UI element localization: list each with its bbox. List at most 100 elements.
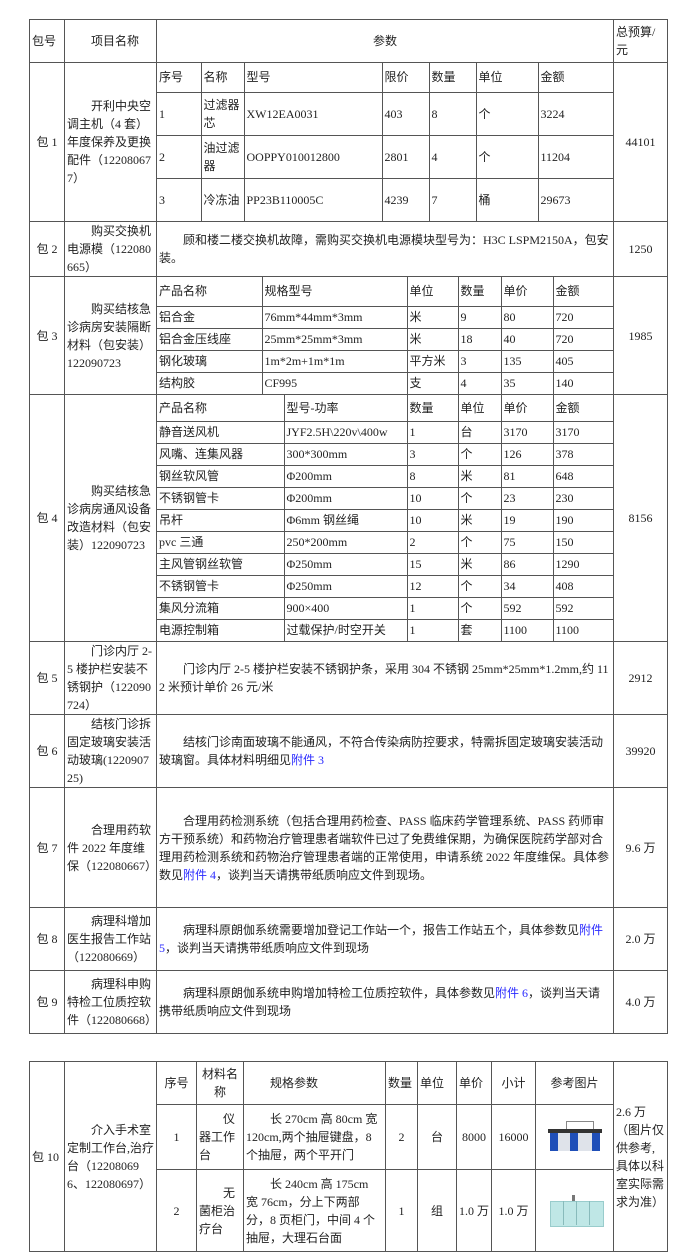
description-text: 结核门诊南面玻璃不能通风，不符合传染病防控要求，特需拆固定玻璃安装活动玻璃窗。具… bbox=[159, 735, 604, 767]
item-cell: 台 bbox=[458, 421, 502, 444]
item-cell: 结构胶 bbox=[157, 372, 263, 394]
col-header: 数量 bbox=[385, 1061, 418, 1105]
description: 顾和楼二楼交换机故障，需购买交换机电源模块型号为：H3C LSPM2150A，包… bbox=[156, 221, 614, 277]
item-cell: 18 bbox=[458, 328, 502, 351]
item-cell: 2801 bbox=[382, 135, 430, 179]
item-cell: 1290 bbox=[553, 553, 613, 576]
item-cell: 铝合金 bbox=[157, 306, 263, 329]
item-cell: 3170 bbox=[553, 421, 613, 444]
item-cell: 个 bbox=[458, 531, 502, 554]
item-cell: 3 bbox=[407, 443, 459, 466]
attachment-link[interactable]: 附件 3 bbox=[291, 753, 325, 767]
item-cell: 不锈钢管卡 bbox=[157, 575, 285, 598]
item-cell: 592 bbox=[553, 597, 613, 620]
item-row: 不锈钢管卡 Φ200mm 10 个 23 230 bbox=[157, 487, 613, 510]
project-name: 购买结核急诊病房安装隔断材料（包安装）122090723 bbox=[64, 276, 157, 395]
project-name: 病理科增加医生报告工作站（122080669） bbox=[64, 907, 157, 971]
item-cell: 1m*2m+1m*1m bbox=[262, 350, 408, 373]
item-cell: pvc 三通 bbox=[157, 531, 285, 554]
items-header-row: 序号 名称 型号 限价 数量 单位 金额 bbox=[157, 63, 613, 93]
item-cell: 吊杆 bbox=[157, 509, 285, 532]
item-cell: 不锈钢管卡 bbox=[157, 487, 285, 510]
package-id: 包 3 bbox=[29, 276, 65, 395]
item-cell: 个 bbox=[476, 135, 539, 179]
item-row: 集风分流箱 900×400 1 个 592 592 bbox=[157, 597, 613, 620]
item-cell: 3 bbox=[157, 178, 202, 221]
item-cell: 10 bbox=[407, 509, 459, 532]
item-cell: 1 bbox=[407, 619, 459, 641]
cabinet-image bbox=[535, 1169, 614, 1252]
col-header: 单价 bbox=[456, 1061, 492, 1105]
item-row: 1 过滤器芯 XW12EA0031 403 8 个 3224 bbox=[157, 92, 613, 136]
item-row: 风嘴、连集风器 300*300mm 3 个 126 378 bbox=[157, 443, 613, 466]
item-cell: 冷冻油 bbox=[201, 178, 245, 221]
item-cell: 3 bbox=[458, 350, 502, 373]
item-cell: 8 bbox=[407, 465, 459, 488]
item-cell: Φ200mm bbox=[284, 487, 408, 510]
description-end: ，谈判当天请携带纸质响应文件到现场 bbox=[165, 941, 370, 955]
item-price: 1.0 万 bbox=[456, 1169, 492, 1252]
item-cell: 米 bbox=[407, 306, 459, 329]
item-row: 3 冷冻油 PP23B110005C 4239 7 桶 29673 bbox=[157, 178, 613, 221]
item-cell: 米 bbox=[458, 465, 502, 488]
description-end: ，谈判当天请携带纸质响应文件到现场。 bbox=[216, 867, 433, 882]
item-spec: 长 270cm 高 80cm 宽 120cm,两个抽屉键盘，8 个抽屉，两个平开… bbox=[243, 1104, 386, 1170]
header-budget: 总预算/元 bbox=[613, 19, 668, 63]
description-end: ，谈判当天请携带纸质响应文件到现场 bbox=[159, 986, 601, 1018]
column-header: 单位 bbox=[458, 395, 502, 422]
item-cell: 套 bbox=[458, 619, 502, 641]
item-cell: 3224 bbox=[538, 92, 613, 136]
item-row: 电源控制箱 过载保护/时空开关 1 套 1100 1100 bbox=[157, 619, 613, 641]
package-id: 包 1 bbox=[29, 62, 65, 222]
description: 病理科原朗伽系统申购增加特检工位质控软件，具体参数见附件 6，谈判当天请携带纸质… bbox=[156, 970, 614, 1034]
item-cell: 29673 bbox=[540, 192, 571, 207]
item-cell: Φ6mm 钢丝绳 bbox=[284, 509, 408, 532]
column-header: 数量 bbox=[407, 395, 459, 422]
col-header: 单位 bbox=[417, 1061, 457, 1105]
item-cell: PP23B110005C bbox=[244, 178, 383, 221]
item-cell: 76mm*44mm*3mm bbox=[262, 306, 408, 329]
column-header: 数量 bbox=[458, 277, 502, 307]
pkg3-items: 产品名称 规格型号 单位 数量 单价 金额 铝合金 76mm*44mm*3mm 米 9 80 720 铝… bbox=[156, 276, 614, 395]
item-cell: 9 bbox=[458, 306, 502, 329]
item-cell: 1 bbox=[157, 92, 202, 136]
item-cell: 135 bbox=[501, 350, 554, 373]
procurement-table: 包号 项目名称 参数 总预算/元 包 1 开利中央空调主机（4 套）年度保养及更… bbox=[29, 19, 668, 1034]
column-header: 金额 bbox=[553, 277, 613, 307]
budget: 39920 bbox=[613, 714, 668, 788]
item-cell: 个 bbox=[458, 575, 502, 598]
item-row: 2 油过滤器 OOPPY010012800 2801 4 个 11204 bbox=[157, 135, 613, 179]
item-row: 铝合金 76mm*44mm*3mm 米 9 80 720 bbox=[157, 306, 613, 329]
item-cell: 铝合金压线座 bbox=[157, 328, 263, 351]
package-id: 包 10 bbox=[29, 1061, 65, 1252]
item-cell: 个 bbox=[458, 443, 502, 466]
header-params: 参数 bbox=[156, 19, 614, 63]
col-header: 参考图片 bbox=[535, 1061, 614, 1105]
project-name: 门诊内厅 2-5 楼护栏安装不锈钢护（122090724） bbox=[64, 641, 157, 715]
budget: 2912 bbox=[613, 641, 668, 715]
item-row: 钢化玻璃 1m*2m+1m*1m 平方米 3 135 405 bbox=[157, 350, 613, 373]
item-qty: 2 bbox=[385, 1104, 418, 1170]
item-cell: 集风分流箱 bbox=[157, 597, 285, 620]
item-cell: 408 bbox=[553, 575, 613, 598]
attachment-link[interactable]: 附件 4 bbox=[183, 867, 217, 882]
budget: 1250 bbox=[613, 221, 668, 277]
package-id: 包 8 bbox=[29, 907, 65, 971]
item-cell: 桶 bbox=[476, 178, 539, 221]
item-subtotal: 1.0 万 bbox=[491, 1169, 536, 1252]
attachment-link[interactable]: 附件 6 bbox=[495, 986, 529, 1000]
column-header: 名称 bbox=[201, 63, 245, 93]
item-row: 不锈钢管卡 Φ250mm 12 个 34 408 bbox=[157, 575, 613, 598]
item-cell: 80 bbox=[501, 306, 554, 329]
header-pkg: 包号 bbox=[29, 19, 65, 63]
column-header: 型号-功率 bbox=[284, 395, 408, 422]
attachment-link[interactable]: 附件 5 bbox=[159, 923, 604, 955]
workbench-image bbox=[535, 1104, 614, 1170]
project-name: 结核门诊拆固定玻璃安装活动玻璃(122090725) bbox=[64, 714, 157, 788]
description: 病理科原朗伽系统需要增加登记工作站一个，报告工作站五个，具体参数见附件 5，谈判… bbox=[156, 907, 614, 971]
item-cell: 米 bbox=[407, 328, 459, 351]
item-cell: OOPPY010012800 bbox=[244, 135, 383, 179]
column-header: 单位 bbox=[476, 63, 539, 93]
item-spec: 长 240cm 高 175cm 宽 76cm，分上下两部分，8 页柜门，中间 4… bbox=[243, 1169, 386, 1252]
item-cell: 648 bbox=[553, 465, 613, 488]
